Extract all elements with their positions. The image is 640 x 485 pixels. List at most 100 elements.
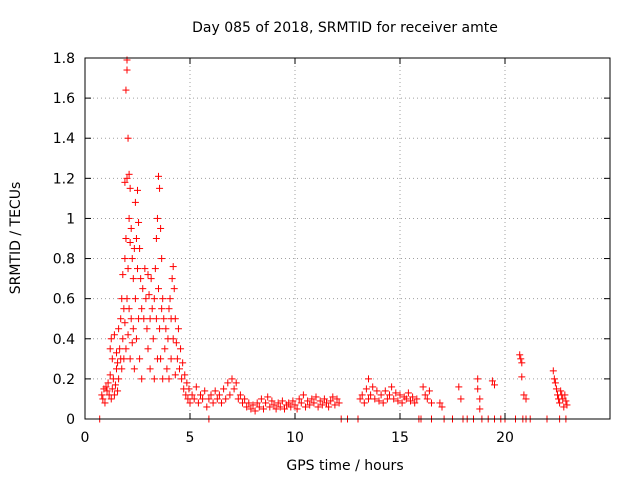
data-point — [157, 355, 165, 363]
data-point — [129, 275, 137, 283]
data-point — [224, 379, 232, 387]
data-point — [136, 245, 144, 253]
data-point — [149, 335, 157, 343]
data-point — [156, 325, 164, 333]
data-point — [550, 375, 558, 383]
data-points — [96, 56, 571, 423]
data-point — [160, 315, 168, 323]
data-point — [125, 214, 133, 222]
data-point — [148, 305, 156, 313]
data-point — [476, 405, 484, 413]
data-point — [146, 315, 154, 323]
data-point — [220, 385, 228, 393]
data-point — [199, 395, 207, 403]
data-point — [247, 405, 255, 413]
data-point — [103, 387, 111, 395]
data-point — [115, 325, 123, 333]
data-point — [123, 295, 131, 303]
data-point — [132, 335, 140, 343]
data-point — [106, 345, 114, 353]
data-point — [367, 391, 375, 399]
data-point — [146, 365, 154, 373]
data-point — [138, 305, 146, 313]
data-point — [423, 395, 431, 403]
data-point — [107, 335, 115, 343]
data-point — [119, 271, 127, 279]
data-point — [155, 172, 162, 180]
data-point — [407, 397, 414, 405]
data-point — [159, 295, 167, 303]
data-point — [119, 335, 127, 343]
data-point — [325, 403, 333, 411]
data-point — [438, 403, 446, 411]
data-point — [314, 403, 322, 411]
data-point — [457, 395, 465, 403]
data-point — [274, 399, 282, 407]
data-point — [161, 345, 169, 353]
data-point — [373, 387, 381, 395]
data-point — [398, 399, 406, 407]
data-point — [116, 345, 124, 353]
data-point — [122, 345, 130, 353]
data-point — [310, 399, 318, 407]
data-point — [371, 395, 379, 403]
data-point — [436, 399, 444, 407]
data-point — [306, 401, 314, 409]
y-tick-label: 1 — [66, 211, 75, 227]
y-tick-label: 1.6 — [53, 91, 75, 107]
data-point — [236, 391, 244, 399]
data-point — [228, 375, 236, 383]
data-point — [362, 385, 370, 393]
data-point — [245, 399, 253, 407]
x-axis-label: GPS time / hours — [286, 458, 403, 474]
data-point — [383, 395, 391, 403]
data-point — [127, 224, 135, 232]
x-tick-label: 15 — [391, 430, 409, 446]
data-point — [285, 399, 293, 407]
data-point — [162, 325, 170, 333]
data-point — [323, 399, 330, 407]
data-point — [123, 66, 131, 74]
data-point — [287, 403, 295, 411]
data-point — [157, 224, 165, 232]
data-point — [520, 391, 528, 399]
data-point — [455, 383, 463, 391]
data-point — [241, 395, 249, 403]
y-tick-label: 0.8 — [53, 252, 75, 268]
data-point — [127, 315, 135, 323]
data-point — [108, 355, 116, 363]
data-point — [128, 339, 136, 347]
data-point — [147, 275, 155, 283]
data-point — [141, 265, 149, 273]
y-tick-label: 0.6 — [53, 292, 75, 308]
data-point — [131, 198, 139, 206]
data-point — [203, 403, 211, 411]
data-point — [474, 375, 482, 383]
data-point — [260, 405, 267, 413]
data-point — [170, 285, 178, 293]
data-point — [297, 399, 305, 407]
data-point — [98, 391, 106, 399]
data-point — [169, 263, 177, 271]
data-point — [118, 365, 126, 373]
data-point — [413, 395, 421, 403]
data-point — [425, 387, 433, 395]
data-point — [390, 395, 398, 403]
data-point — [262, 399, 270, 407]
data-point — [276, 403, 284, 411]
data-point — [120, 355, 128, 363]
data-point — [140, 315, 148, 323]
data-point — [318, 401, 326, 409]
data-point — [121, 319, 129, 327]
data-point — [167, 355, 175, 363]
data-point — [121, 255, 129, 263]
data-point — [158, 255, 166, 263]
y-tick-label: 0.2 — [53, 372, 75, 388]
data-point — [331, 401, 339, 409]
data-point — [518, 359, 526, 367]
data-point — [192, 383, 200, 391]
data-point — [104, 379, 112, 387]
data-point — [257, 395, 265, 403]
data-point — [194, 399, 202, 407]
